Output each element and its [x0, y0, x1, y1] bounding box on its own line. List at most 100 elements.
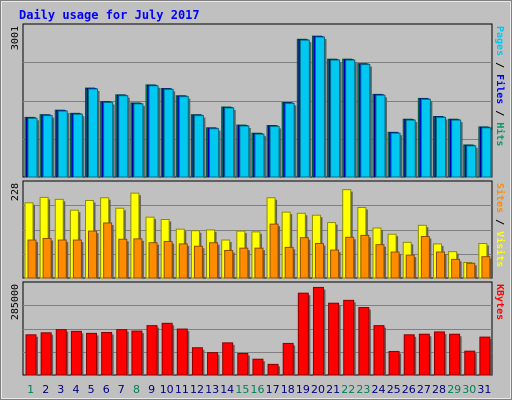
bar-visits-sites-day-24: [375, 244, 385, 279]
x-tick-label-day-20: 20: [311, 383, 325, 396]
panel-hits-axis-label-part: Hits: [494, 122, 506, 146]
bar-visits-sites-day-10: [163, 241, 173, 279]
bar-visits-sites-day-21: [330, 249, 340, 279]
bar-visits-sites-day-28: [435, 251, 445, 279]
bar-hits-pages-day-21: [330, 59, 341, 178]
bar-visits-sites-day-23: [360, 234, 370, 279]
bar-hits-pages-day-15: [239, 125, 250, 178]
x-tick-label-day-29: 29: [447, 383, 461, 396]
bar-visits-sites-day-15: [239, 247, 249, 279]
x-tick-label-day-22: 22: [341, 383, 355, 396]
bar-hits-pages-day-11: [178, 96, 189, 178]
bar-visits-sites-day-16: [254, 247, 264, 279]
bar-hits-pages-day-4: [72, 113, 83, 178]
bar-hits-pages-day-3: [57, 110, 68, 178]
bar-kbytes-kbytes-day-16: [252, 358, 264, 376]
bar-kbytes-kbytes-day-26: [403, 334, 415, 376]
panel-kbytes-axis-label-part: KBytes: [494, 284, 505, 320]
bar-hits-pages-day-30: [466, 145, 477, 178]
panels: 3001 Pages / Files / Hits 228 Sites / Visit…: [10, 23, 506, 376]
bar-hits-pages-day-28: [435, 116, 446, 178]
bar-visits-sites-day-26: [405, 254, 415, 279]
bar-kbytes-kbytes-day-4: [70, 330, 82, 376]
bar-visits-sites-day-6: [103, 222, 113, 279]
bar-kbytes-kbytes-day-10: [161, 322, 173, 376]
panel-hits-axis-label-part: /: [494, 104, 505, 122]
x-tick-label-day-24: 24: [372, 383, 386, 396]
x-tick-label-day-19: 19: [296, 383, 310, 396]
bar-hits-pages-day-19: [299, 39, 310, 178]
x-tick-label-day-1: 1: [27, 383, 34, 396]
bar-hits-pages-day-27: [420, 98, 431, 178]
bar-kbytes-kbytes-day-3: [55, 329, 67, 376]
bar-visits-sites-day-27: [420, 236, 430, 279]
x-tick-label-day-2: 2: [42, 383, 49, 396]
bar-kbytes-kbytes-day-18: [282, 342, 294, 376]
bar-kbytes-kbytes-day-25: [388, 350, 400, 376]
bar-visits-sites-day-14: [224, 249, 234, 279]
bar-visits-sites-day-29: [451, 258, 461, 279]
bar-kbytes-kbytes-day-2: [40, 332, 52, 376]
x-tick-label-day-25: 25: [387, 383, 401, 396]
x-tick-label-day-17: 17: [266, 383, 280, 396]
bar-kbytes-kbytes-day-13: [207, 352, 219, 376]
x-tick-label-day-30: 30: [462, 383, 476, 396]
x-tick-label-day-6: 6: [103, 383, 110, 396]
bar-kbytes-kbytes-day-27: [418, 333, 430, 376]
x-tick-label-day-26: 26: [402, 383, 416, 396]
bar-kbytes-kbytes-day-30: [464, 350, 476, 376]
bar-visits-sites-day-8: [133, 238, 143, 279]
bar-hits-pages-day-14: [224, 107, 235, 178]
bar-hits-pages-day-31: [481, 127, 492, 178]
bar-hits-pages-day-25: [390, 132, 401, 178]
bar-kbytes-kbytes-day-23: [358, 307, 370, 376]
x-tick-label-day-4: 4: [73, 383, 80, 396]
bar-kbytes-kbytes-day-15: [237, 352, 249, 376]
panel-visits: 228 Sites / Visits: [10, 180, 506, 279]
bar-visits-sites-day-25: [390, 251, 400, 279]
panel-hits-max-label: 3001: [10, 26, 21, 50]
panel-kbytes-axis-label: KBytes: [494, 284, 505, 320]
bar-hits-pages-day-7: [118, 95, 129, 178]
panel-visits-axis-label-part: Visits: [494, 231, 506, 267]
panel-visits-axis-label-part: Sites: [494, 183, 506, 213]
bar-kbytes-kbytes-day-1: [25, 334, 37, 376]
bar-kbytes-kbytes-day-19: [297, 292, 309, 376]
bar-kbytes-kbytes-day-20: [312, 286, 324, 376]
bar-visits-sites-day-17: [269, 223, 279, 279]
panel-visits-axis-label: Sites / Visits: [494, 183, 506, 267]
bar-visits-sites-day-31: [481, 256, 491, 279]
x-tick-label-day-23: 23: [356, 383, 370, 396]
x-tick-label-day-15: 15: [235, 383, 249, 396]
x-axis-tick-labels: 1 2 3 4 5 6 7 8 9 10 11 12 13 14 15 16 17 18 19 20 21 22 23 24 2…: [27, 383, 491, 396]
bar-kbytes-kbytes-day-5: [86, 332, 98, 376]
bar-hits-pages-day-16: [254, 133, 265, 178]
bar-visits-sites-day-4: [72, 239, 82, 279]
x-tick-label-day-5: 5: [88, 383, 95, 396]
bar-hits-pages-day-10: [163, 88, 174, 178]
bar-hits-pages-day-24: [375, 94, 386, 178]
panel-hits-axis-label-part: Files: [494, 74, 506, 104]
bar-hits-pages-day-13: [209, 128, 220, 178]
bar-kbytes-kbytes-day-21: [328, 302, 340, 376]
bar-kbytes-kbytes-day-24: [373, 325, 385, 376]
bar-hits-pages-day-2: [42, 115, 53, 178]
bar-kbytes-kbytes-day-14: [222, 342, 234, 376]
bar-kbytes-kbytes-day-7: [116, 329, 128, 376]
x-tick-label-day-12: 12: [190, 383, 204, 396]
panel-hits: 3001 Pages / Files / Hits: [10, 23, 506, 178]
bar-visits-sites-day-1: [27, 239, 37, 279]
x-tick-label-day-21: 21: [326, 383, 340, 396]
x-tick-label-day-18: 18: [281, 383, 295, 396]
bar-visits-sites-day-3: [57, 239, 67, 279]
bar-hits-pages-day-17: [269, 125, 280, 178]
panel-kbytes-max-label: 285000: [10, 284, 21, 320]
bar-hits-pages-day-22: [345, 59, 356, 178]
bar-hits-pages-day-20: [314, 36, 325, 178]
x-tick-label-day-9: 9: [148, 383, 155, 396]
panel-hits-axis-label: Pages / Files / Hits: [494, 26, 506, 146]
bar-hits-pages-day-8: [133, 103, 144, 178]
x-tick-label-day-27: 27: [417, 383, 431, 396]
